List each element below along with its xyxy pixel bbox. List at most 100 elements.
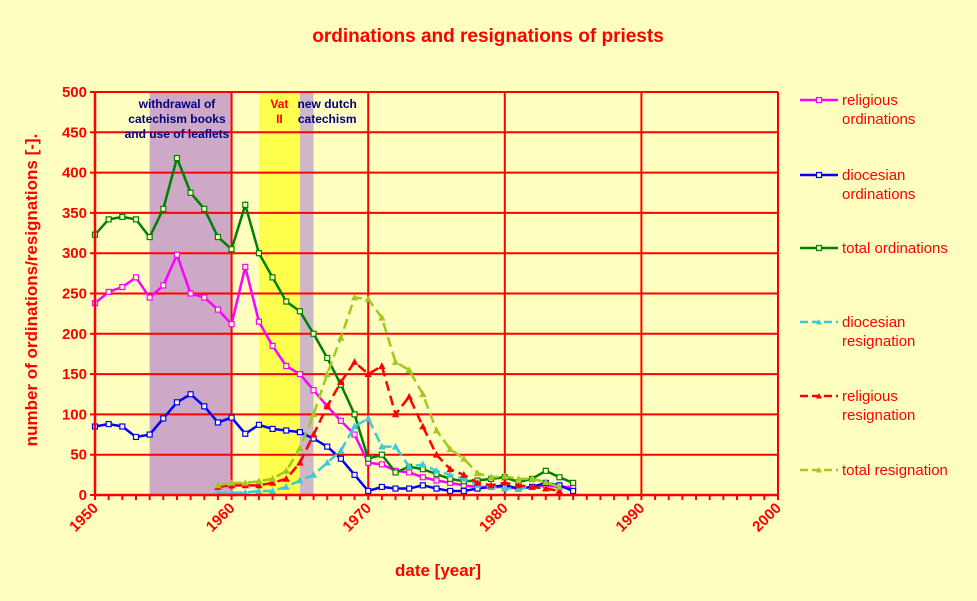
data-point: [296, 444, 304, 452]
data-point: [487, 473, 495, 481]
data-point: [460, 454, 468, 462]
data-point: [419, 474, 426, 481]
y-tick-label: 50: [70, 447, 87, 464]
data-point: [406, 469, 413, 476]
data-point: [173, 154, 181, 162]
data-point: [432, 426, 441, 434]
data-point: [351, 431, 358, 438]
axes: 0 50 100 150 200 250 300 350 400 450 500 1950 1960 19…: [62, 84, 785, 535]
data-point: [105, 288, 112, 295]
data-point: [283, 427, 290, 434]
data-point: [446, 471, 454, 478]
data-point: [228, 321, 235, 328]
gridlines: [94, 91, 779, 496]
data-point: [242, 430, 249, 437]
data-point: [310, 387, 317, 394]
y-tick-label: 0: [79, 487, 87, 504]
data-point: [119, 423, 126, 430]
data-point: [364, 370, 372, 378]
y-tick-label: 300: [62, 245, 87, 262]
series-line-3: [217, 416, 560, 495]
data-point: [227, 479, 236, 486]
data-point: [283, 298, 290, 305]
data-point: [392, 485, 399, 492]
data-point: [569, 479, 577, 487]
data-point: [460, 487, 467, 495]
data-point: [473, 469, 482, 477]
data-point: [214, 306, 222, 313]
data-point: [146, 233, 153, 241]
data-point: [419, 482, 426, 489]
data-point: [391, 442, 400, 450]
data-point: [514, 481, 523, 489]
data-point: [214, 419, 222, 426]
data-point: [283, 362, 290, 370]
data-point: [296, 308, 303, 315]
period-label: and use of leaflets: [125, 127, 230, 141]
data-point: [282, 483, 290, 490]
data-point: [351, 471, 358, 478]
y-tick-label: 200: [62, 326, 87, 343]
data-point: [296, 371, 303, 378]
data-point: [364, 295, 372, 303]
series-line-5: [217, 296, 560, 489]
data-point: [309, 430, 318, 438]
data-point: [528, 475, 536, 482]
data-point: [105, 216, 112, 223]
data-point: [105, 420, 112, 428]
data-point: [268, 487, 277, 494]
data-point: [282, 475, 290, 482]
data-point: [146, 431, 153, 438]
x-tick-label: 1960: [203, 500, 239, 536]
data-point: [419, 466, 426, 473]
x-tick-label: 1970: [339, 500, 375, 536]
data-point: [432, 466, 441, 474]
data-point: [268, 479, 277, 486]
legend-swatch-marker: [816, 467, 822, 473]
data-point: [323, 370, 331, 378]
data-point: [350, 293, 359, 301]
data-point: [132, 216, 140, 223]
data-point: [406, 485, 413, 492]
legend-label: resignation: [842, 333, 915, 350]
data-point: [447, 487, 454, 495]
data-point: [528, 483, 536, 490]
data-point: [419, 422, 427, 430]
data-point: [555, 487, 564, 494]
y-tick-label: 150: [62, 366, 87, 383]
data-point: [542, 484, 550, 492]
data-point: [405, 366, 413, 373]
data-point: [242, 263, 249, 271]
data-point: [432, 450, 441, 458]
period-label: II: [276, 112, 283, 126]
data-point: [460, 475, 468, 482]
data-point: [514, 475, 523, 482]
data-point: [282, 466, 290, 474]
data-point: [337, 417, 344, 424]
legend-label: diocesian: [842, 314, 905, 331]
data-point: [378, 442, 386, 450]
data-point: [255, 318, 263, 325]
data-point: [309, 410, 318, 418]
y-tick-label: 450: [62, 124, 87, 141]
data-point: [419, 460, 427, 468]
data-point: [173, 251, 181, 258]
data-point: [487, 481, 495, 489]
data-point: [132, 433, 140, 441]
data-point: [323, 458, 331, 466]
data-point: [187, 189, 194, 196]
data-point: [378, 461, 385, 468]
data-point: [160, 415, 167, 422]
data-point: [446, 465, 454, 473]
data-point: [296, 476, 304, 484]
data-point: [473, 479, 482, 486]
data-point: [160, 205, 167, 212]
data-point: [228, 414, 235, 421]
data-point: [569, 487, 577, 495]
legend-swatch-marker: [815, 96, 823, 104]
data-point: [255, 481, 263, 489]
data-point: [146, 294, 153, 301]
data-point: [228, 246, 235, 253]
